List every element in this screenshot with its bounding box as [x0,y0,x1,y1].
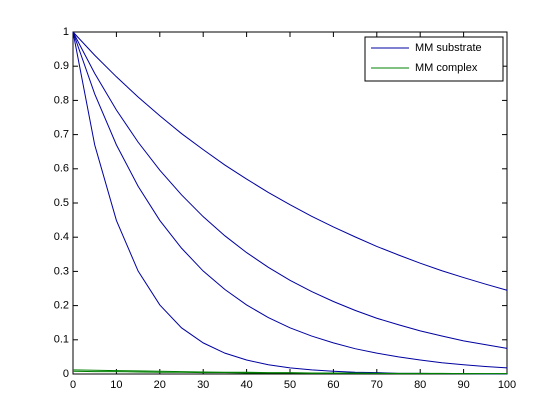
x-tick-label: 100 [498,379,516,391]
x-tick-label: 20 [154,379,166,391]
legend-box [364,36,504,82]
x-tick-label: 80 [414,379,426,391]
x-tick-label: 0 [70,379,76,391]
y-tick-label: 0.1 [54,334,69,346]
x-tick-label: 10 [110,379,122,391]
line [72,370,507,375]
legend-label: MM complex [415,62,478,74]
y-tick-label: 0.6 [54,163,69,175]
x-tick-label: 40 [240,379,252,391]
legend-label: MM substrate [415,42,482,54]
x-tick-label: 70 [371,379,383,391]
line [72,31,508,291]
plot-area [72,31,508,375]
y-tick-label: 0.3 [54,265,69,277]
y-tick-label: 0.8 [54,94,69,106]
x-tick-label: 90 [457,379,469,391]
x-tick-label: 60 [327,379,339,391]
y-tick-label: 0.5 [54,197,69,209]
x-tick-label: 50 [284,379,296,391]
y-tick-label: 0.2 [54,300,69,312]
line [72,31,508,349]
y-tick-label: 0.7 [54,129,69,141]
y-tick-label: 0.4 [54,231,69,243]
y-tick-label: 0.9 [54,60,69,72]
line [72,31,508,369]
y-tick-label: 1 [63,26,69,38]
y-tick-label: 0 [63,368,69,380]
x-tick-label: 30 [197,379,209,391]
